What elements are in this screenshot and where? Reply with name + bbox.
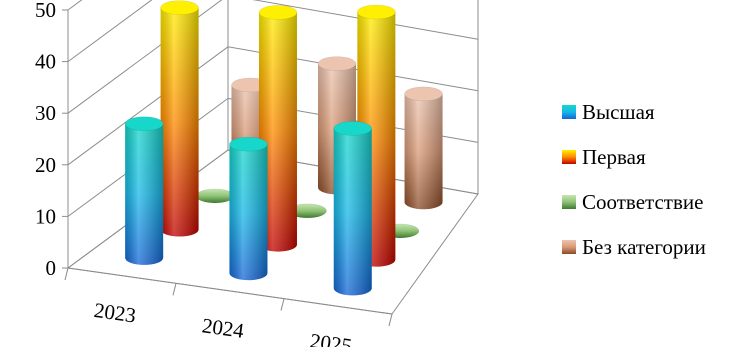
bars (124, 0, 443, 296)
bar-shading (125, 123, 164, 265)
bar-2-0 (195, 188, 235, 204)
legend-swatch (562, 105, 576, 119)
bar-0-2 (333, 121, 372, 296)
legend-label: Без категории (582, 235, 706, 259)
x-axis-line (67, 267, 393, 315)
x-tick-mark (172, 283, 177, 296)
bar-3-2 (404, 86, 443, 210)
bar-top (229, 136, 268, 152)
bar-1-1 (258, 5, 298, 252)
y-tick-label: 0 (46, 256, 57, 280)
y-tick-label: 30 (35, 101, 56, 125)
bar-1-0 (160, 0, 199, 237)
bar-shading (333, 128, 372, 296)
x-tick-label: 2024 (201, 313, 246, 343)
bar-0-0 (124, 116, 164, 265)
y-tick-label: 10 (35, 204, 56, 228)
x-tick-mark (388, 313, 393, 327)
legend-item: Высшая (562, 100, 655, 124)
legend: Высшая Первая Соответствие Без категории (562, 100, 706, 259)
y-tick-label: 40 (35, 50, 56, 74)
x-tick-mark (64, 267, 69, 281)
legend-label: Первая (582, 145, 646, 169)
legend-item: Первая (562, 145, 646, 169)
bar-top (333, 121, 372, 136)
bar-disc (195, 188, 235, 204)
bar-top (404, 86, 443, 102)
bar-top (357, 4, 396, 20)
x-tick-label: 2023 (93, 298, 138, 328)
legend-swatch (562, 150, 576, 164)
gridline (67, 0, 153, 63)
bar-top (124, 116, 164, 132)
bar-shading (229, 144, 268, 281)
bar-top (160, 0, 199, 15)
axes: 0 10 20 30 40 50 2023 2024 2025 (35, 0, 393, 352)
legend-label: Соответствие (582, 190, 703, 214)
legend-swatch (562, 195, 576, 209)
bar-top (317, 56, 357, 71)
legend-item: Без категории (562, 235, 706, 259)
legend-label: Высшая (582, 100, 655, 124)
y-tick-label: 20 (35, 153, 56, 177)
bar-0-1 (229, 136, 268, 281)
x-tick-mark (280, 298, 285, 311)
x-tick-label: 2025 (309, 329, 354, 347)
bar-shading (258, 12, 297, 252)
legend-swatch (562, 240, 576, 254)
bar-shading (404, 93, 443, 210)
bar-shading (160, 7, 199, 237)
y-tick-label: 50 (35, 0, 56, 22)
legend-item: Соответствие (562, 190, 703, 214)
bar-top (258, 5, 298, 20)
